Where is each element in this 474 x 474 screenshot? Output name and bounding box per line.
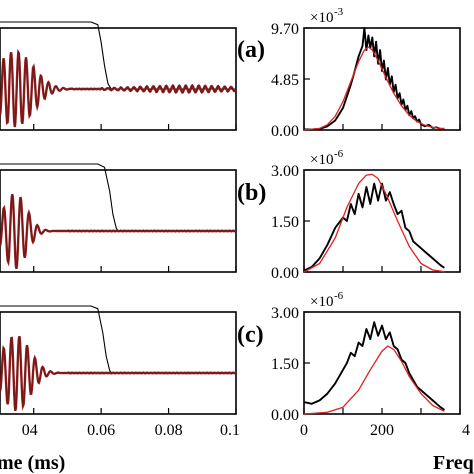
series-gate-2 bbox=[0, 163, 236, 232]
x-tick-label-5-0: 0 bbox=[300, 422, 308, 439]
y-multiplier-exponent-1: -3 bbox=[334, 6, 344, 18]
y-multiplier-exponent-3: -6 bbox=[334, 148, 344, 160]
series-waveform-fit-4 bbox=[0, 335, 236, 412]
series-waveform-fit-0 bbox=[0, 48, 238, 128]
panel-b-spectrum: 0.00 1.50 3.00 ×10 -6 bbox=[271, 148, 461, 282]
y-tick-label-1-1: 4.85 bbox=[271, 72, 299, 89]
panel-a-time bbox=[0, 21, 238, 131]
panel-c-spectrum: 0.00 1.50 3.00 ×10 -6 0 200 4 bbox=[271, 290, 470, 439]
panel-label-b: (b) bbox=[237, 180, 266, 206]
y-multiplier-1: ×10 bbox=[310, 10, 333, 26]
plot-frame-4 bbox=[0, 311, 237, 415]
series-model-3 bbox=[303, 173, 445, 273]
y-tick-label-3-1: 1.50 bbox=[271, 214, 299, 231]
y-multiplier-5: ×10 bbox=[310, 294, 333, 310]
x-tick-label-5-2: 4 bbox=[462, 422, 470, 439]
y-tick-label-3-0: 0.00 bbox=[271, 265, 299, 282]
y-tick-label-3-2: 3.00 bbox=[271, 163, 299, 180]
x-tick-label-4-2: 0.08 bbox=[155, 422, 183, 439]
y-tick-label-1-2: 9.70 bbox=[271, 21, 299, 38]
y-multiplier-exponent-5: -6 bbox=[334, 290, 344, 302]
x-tick-label-4-3: 0.1 bbox=[220, 422, 240, 439]
panel-b-time bbox=[0, 163, 237, 273]
panel-label-a: (a) bbox=[237, 37, 265, 63]
y-tick-label-1-0: 0.00 bbox=[271, 123, 299, 140]
y-multiplier-3: ×10 bbox=[310, 152, 333, 168]
panel-c-time: 04 0.06 0.08 0.1 bbox=[0, 305, 240, 439]
series-gate-0 bbox=[0, 21, 236, 90]
series-waveform-fit-2 bbox=[0, 194, 236, 269]
x-axis-label-frequency: Freq bbox=[433, 452, 474, 474]
x-tick-label-4-0: 04 bbox=[22, 422, 38, 439]
y-tick-label-5-0: 0.00 bbox=[271, 407, 299, 424]
panel-label-c: (c) bbox=[237, 322, 264, 348]
plot-frame-2 bbox=[0, 169, 237, 273]
x-tick-label-4-1: 0.06 bbox=[87, 422, 115, 439]
series-measured-3 bbox=[303, 182, 445, 272]
series-model-1 bbox=[303, 46, 445, 131]
y-tick-label-5-2: 3.00 bbox=[271, 305, 299, 322]
plot-frame-0 bbox=[0, 27, 237, 131]
y-tick-label-5-1: 1.50 bbox=[271, 356, 299, 373]
x-tick-label-5-1: 200 bbox=[370, 422, 394, 439]
panel-a-spectrum: 0.00 4.85 9.70 ×10 -3 bbox=[271, 6, 461, 140]
plot-frame-1 bbox=[303, 27, 461, 131]
series-model-5 bbox=[303, 345, 445, 415]
series-measured-1 bbox=[304, 27, 445, 131]
series-measured-5 bbox=[303, 321, 445, 411]
x-axis-label-time: me (ms) bbox=[0, 452, 65, 474]
